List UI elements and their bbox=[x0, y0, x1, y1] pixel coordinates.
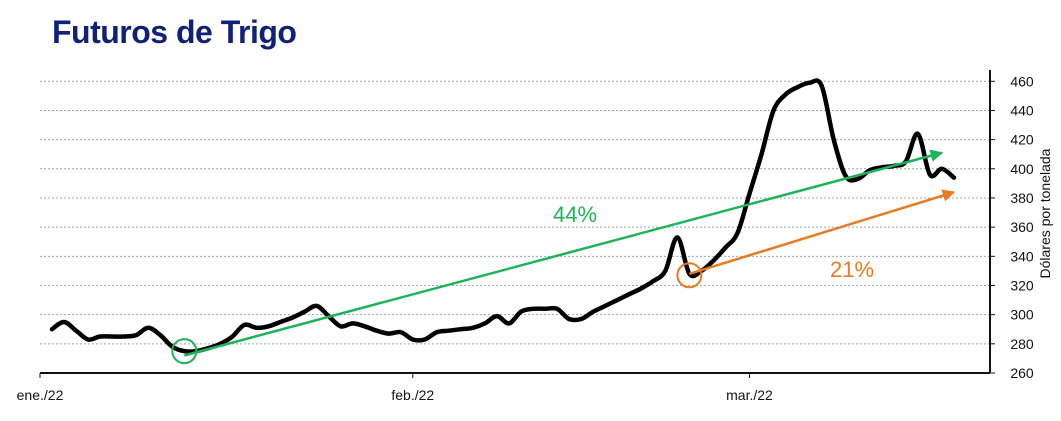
y-tick-label: 360 bbox=[1010, 219, 1034, 235]
y-tick-label: 460 bbox=[1010, 73, 1034, 89]
y-tick-label: 440 bbox=[1010, 102, 1034, 118]
chart-title: Futuros de Trigo bbox=[52, 14, 297, 50]
x-tick-label: feb./22 bbox=[391, 387, 434, 403]
y-tick-label: 380 bbox=[1010, 190, 1034, 206]
y-tick-label: 420 bbox=[1010, 132, 1034, 148]
y-tick-labels: 260 280 300 320 340 360 380 400 420 440 460 bbox=[1010, 73, 1034, 381]
highlight-circle bbox=[676, 262, 703, 289]
x-tick-label: mar./22 bbox=[726, 387, 773, 403]
series-line bbox=[49, 78, 957, 354]
series-layer bbox=[49, 78, 957, 354]
grid-lines bbox=[40, 80, 990, 345]
y-axis-label: Dólares por tonelada bbox=[1037, 148, 1053, 278]
y-tick-label: 300 bbox=[1010, 307, 1034, 323]
axes bbox=[39, 70, 995, 378]
y-tick-label: 260 bbox=[1010, 365, 1034, 381]
x-tick-labels: ene./22 feb./22 mar./22 bbox=[17, 387, 773, 403]
percent-change-label: 44% bbox=[553, 202, 597, 227]
y-tick-label: 320 bbox=[1010, 277, 1034, 293]
y-tick-label: 280 bbox=[1010, 336, 1034, 352]
y-tick-label: 340 bbox=[1010, 248, 1034, 264]
x-tick-label: ene./22 bbox=[17, 387, 64, 403]
trend-arrow bbox=[688, 189, 956, 276]
y-tick-label: 400 bbox=[1010, 161, 1034, 177]
percent-change-label: 21% bbox=[830, 257, 874, 282]
trend-arrow bbox=[183, 149, 944, 357]
annotations: 44% 21% bbox=[171, 149, 956, 365]
highlight-circle bbox=[171, 338, 198, 365]
